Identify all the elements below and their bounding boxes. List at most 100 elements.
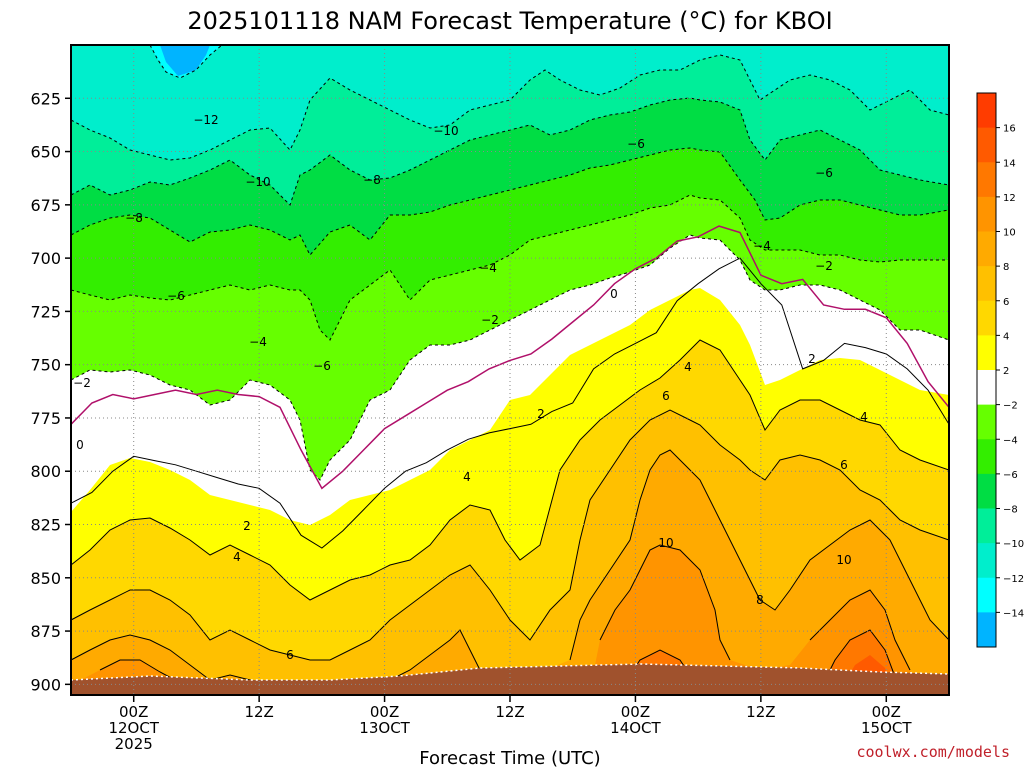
contour-label: −6 bbox=[815, 166, 833, 180]
y-tick-label: 900 bbox=[30, 675, 61, 694]
colorbar-tick-label: −8 bbox=[1003, 505, 1018, 516]
contour-label: 6 bbox=[840, 458, 848, 472]
y-tick-label: 750 bbox=[30, 356, 61, 375]
band-minus16 bbox=[160, 45, 210, 76]
colorbar-swatch bbox=[977, 439, 996, 475]
contour-label: 6 bbox=[286, 648, 294, 662]
contour-label: 4 bbox=[463, 470, 471, 484]
x-tick-label: 00Z bbox=[370, 703, 399, 721]
contour-label: −6 bbox=[313, 359, 331, 373]
y-tick-label: 625 bbox=[30, 89, 61, 108]
colorbar-swatch bbox=[977, 127, 996, 163]
contour-label: 4 bbox=[233, 550, 241, 564]
y-tick-label: 875 bbox=[30, 622, 61, 641]
y-tick-label: 825 bbox=[30, 516, 61, 535]
contour-label: −4 bbox=[753, 239, 771, 253]
contour-label: −10 bbox=[433, 124, 458, 138]
y-tick-label: 800 bbox=[30, 462, 61, 481]
colorbar: 16 14 12 10 8 6 4 2 −2 −4 −6 −8 −10 −12 −14 bbox=[976, 92, 1024, 648]
colorbar-tick-label: 14 bbox=[1003, 158, 1016, 169]
colorbar-tick-label: −4 bbox=[1003, 435, 1018, 446]
contour-label: −6 bbox=[167, 289, 185, 303]
colorbar-swatch bbox=[977, 231, 996, 267]
colorbar-swatch bbox=[977, 508, 996, 544]
colorbar-swatch bbox=[977, 300, 996, 336]
x-axis-label: Forecast Time (UTC) bbox=[419, 748, 600, 768]
credit-text: coolwx.com/models bbox=[856, 743, 1010, 761]
x-tick-label: 12OCT bbox=[108, 719, 159, 737]
band-8-to-10 bbox=[71, 450, 949, 695]
colorbar-tick-label: 6 bbox=[1003, 297, 1009, 308]
x-tick-label: 00Z bbox=[119, 703, 148, 721]
contour-minus12 bbox=[149, 45, 223, 79]
colorbar-swatch bbox=[977, 370, 996, 406]
plot-area bbox=[71, 45, 949, 695]
colorbar-swatch bbox=[977, 577, 996, 613]
colorbar-tick-label: −12 bbox=[1003, 574, 1024, 585]
colorbar-swatch bbox=[977, 473, 996, 509]
x-tick-label: 12Z bbox=[244, 703, 273, 721]
band-10-to-12 bbox=[71, 545, 920, 690]
x-tick-label: 00Z bbox=[621, 703, 650, 721]
contour-label: 4 bbox=[684, 360, 692, 374]
contour-label: 4 bbox=[860, 410, 868, 424]
colorbar-swatch bbox=[977, 612, 996, 648]
y-tick-label: 700 bbox=[30, 249, 61, 268]
contour-label: −2 bbox=[481, 313, 499, 327]
contour-label: 0 bbox=[76, 438, 84, 452]
y-tick-label: 650 bbox=[30, 143, 61, 162]
x-tick-label: 2025 bbox=[115, 735, 153, 753]
contour-4 bbox=[71, 339, 949, 601]
contour-label: −8 bbox=[363, 173, 381, 187]
colorbar-swatch bbox=[977, 543, 996, 579]
x-tick-label: 15OCT bbox=[861, 719, 912, 737]
contour-minus10 bbox=[71, 54, 949, 161]
contour-label: 2 bbox=[243, 519, 251, 533]
contour-label: 10 bbox=[658, 536, 673, 550]
contour-6 bbox=[71, 409, 949, 661]
contour-labels: −12 −10 −10 −8 −8 −6 −6 −6 −6 −4 −4 −4 −… bbox=[73, 113, 868, 662]
y-tick-label: 675 bbox=[30, 196, 61, 215]
colorbar-swatch bbox=[977, 266, 996, 302]
colorbar-tick-label: 16 bbox=[1003, 124, 1016, 135]
colorbar-tick-label: 10 bbox=[1003, 228, 1016, 239]
colorbar-tick-label: −6 bbox=[1003, 470, 1018, 481]
contour-label: −4 bbox=[249, 335, 267, 349]
y-tick-label: 850 bbox=[30, 569, 61, 588]
contour-label: 2 bbox=[808, 352, 816, 366]
x-tick-label: 12Z bbox=[746, 703, 775, 721]
colorbar-tick-label: −2 bbox=[1003, 401, 1018, 412]
grid bbox=[71, 45, 949, 695]
x-tick-label: 12Z bbox=[495, 703, 524, 721]
chart-title: 2025101118 NAM Forecast Temperature (°C)… bbox=[187, 7, 832, 35]
contour-2 bbox=[71, 257, 949, 549]
contour-label: 8 bbox=[756, 593, 764, 607]
y-axis: 625 650 675 700 725 750 775 800 825 850 875 900 bbox=[30, 89, 71, 694]
colorbar-tick-label: 8 bbox=[1003, 262, 1009, 273]
contour-label: −2 bbox=[815, 259, 833, 273]
colorbar-swatch bbox=[977, 196, 996, 232]
colorbar-swatch bbox=[977, 335, 996, 371]
terrain bbox=[71, 664, 949, 695]
contour-label: −12 bbox=[193, 113, 218, 127]
x-tick-label: 13OCT bbox=[359, 719, 410, 737]
colorbar-swatch bbox=[977, 404, 996, 440]
contour-label: 10 bbox=[836, 553, 851, 567]
colorbar-tick-label: 2 bbox=[1003, 366, 1009, 377]
colorbar-swatch bbox=[977, 93, 996, 129]
colorbar-tick-label: −10 bbox=[1003, 539, 1024, 550]
zero-contour bbox=[71, 225, 949, 490]
contour-minus4 bbox=[71, 194, 949, 341]
colorbar-tick-label: 4 bbox=[1003, 331, 1009, 342]
contour-label: −2 bbox=[73, 376, 91, 390]
contour-label: 0 bbox=[610, 287, 618, 301]
contour-label: −6 bbox=[627, 137, 645, 151]
contour-label: −8 bbox=[125, 211, 143, 225]
colorbar-swatch bbox=[977, 162, 996, 198]
contour-label: 6 bbox=[662, 389, 670, 403]
y-tick-label: 775 bbox=[30, 409, 61, 428]
x-tick-label: 00Z bbox=[872, 703, 901, 721]
y-tick-label: 725 bbox=[30, 302, 61, 321]
